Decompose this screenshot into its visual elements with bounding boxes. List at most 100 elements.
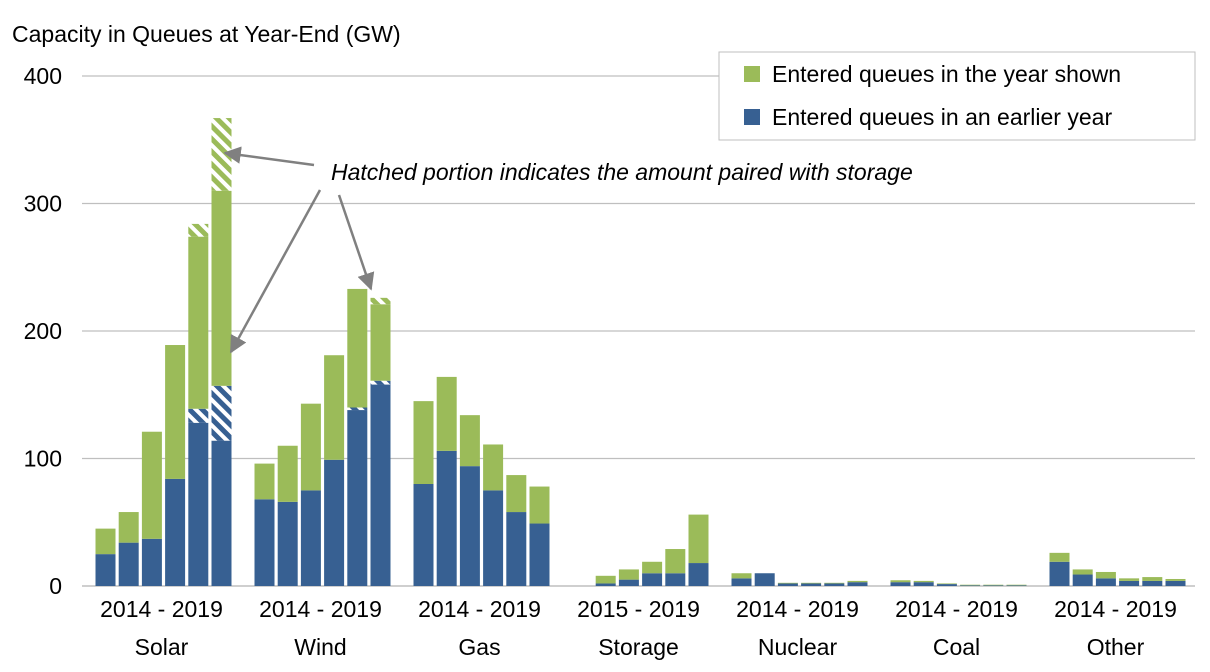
bar-segment-earlier — [300, 490, 321, 586]
bar-segment-earlier — [665, 573, 686, 586]
bar-nuclear-2014 — [731, 573, 752, 586]
bar-segment-shown — [595, 575, 616, 584]
bar-segment-shown — [936, 583, 957, 585]
bar-segment-earlier — [1095, 578, 1116, 586]
bar-segment-earlier — [370, 384, 391, 586]
x-range-label: 2014 - 2019 — [1054, 596, 1177, 622]
bar-segment-shown — [324, 355, 345, 460]
x-category-label: Other — [1087, 634, 1145, 660]
bar-gas-2017 — [483, 444, 504, 586]
bar-segment-earlier — [801, 583, 822, 586]
y-axis-ticks: 0 100 200 300 400 — [24, 63, 62, 599]
x-range-label: 2014 - 2019 — [259, 596, 382, 622]
x-range-label: 2015 - 2019 — [577, 596, 700, 622]
legend-label-year-shown: Entered queues in the year shown — [772, 61, 1121, 87]
bar-segment-earlier-storage — [188, 408, 209, 423]
legend-box — [718, 51, 1196, 141]
bar-segment-shown — [1165, 578, 1186, 581]
bar-gas-2019 — [529, 486, 550, 586]
bar-segment-shown — [1072, 569, 1093, 575]
bar-segment-shown — [370, 304, 391, 381]
bar-segment-shown — [165, 345, 186, 479]
annotation-arrow-solar-2019-top — [223, 146, 315, 167]
bar-gas-2015 — [436, 376, 457, 586]
bar-solar-2019 — [211, 118, 232, 586]
bar-segment-shown — [960, 584, 981, 586]
bar-segment-shown — [1049, 552, 1070, 562]
bar-other-2018 — [1142, 577, 1163, 586]
bar-segment-earlier — [960, 585, 981, 586]
bar-segment-earlier — [483, 490, 504, 586]
bar-coal-2015 — [913, 580, 934, 586]
bar-wind-2019 — [370, 297, 391, 586]
bar-segment-shown — [188, 236, 209, 409]
x-category-label: Wind — [294, 634, 346, 660]
x-category-label: Solar — [135, 634, 189, 660]
bar-segment-earlier — [642, 573, 663, 586]
bar-segment-shown — [118, 512, 139, 543]
bar-segment-earlier — [1006, 585, 1027, 586]
y-tick-label: 0 — [49, 573, 62, 599]
bar-segment-earlier — [436, 450, 457, 586]
bar-segment-earlier — [95, 554, 116, 586]
bar-segment-earlier — [777, 583, 798, 586]
bar-coal-2019 — [1006, 584, 1027, 586]
y-tick-label: 100 — [24, 446, 62, 472]
bar-segment-shown — [436, 376, 457, 451]
bar-storage-2018 — [665, 549, 686, 586]
bar-segment-shown — [1119, 578, 1140, 581]
bar-segment-shown — [777, 582, 798, 584]
bar-segment-earlier — [506, 512, 527, 586]
bar-solar-2014 — [95, 528, 116, 586]
bar-segment-shown — [211, 190, 232, 386]
x-category-label: Nuclear — [758, 634, 838, 660]
annotation-arrow-solar-2019-bottom — [229, 189, 322, 354]
bar-other-2015 — [1072, 569, 1093, 586]
bar-other-2016 — [1095, 571, 1116, 586]
bar-segment-earlier — [618, 579, 639, 586]
bar-other-2017 — [1119, 578, 1140, 586]
y-axis-title: Capacity in Queues at Year-End (GW) — [12, 21, 401, 47]
bar-other-2014 — [1049, 552, 1070, 586]
bar-other-2019 — [1165, 578, 1186, 586]
bar-segment-earlier — [754, 573, 775, 586]
bar-coal-2014 — [890, 580, 911, 586]
bar-segment-earlier — [1165, 580, 1186, 586]
bar-nuclear-2019 — [847, 580, 868, 586]
bar-segment-shown — [1142, 577, 1163, 581]
bar-nuclear-2017 — [801, 582, 822, 586]
bar-segment-earlier — [1119, 580, 1140, 586]
bar-segment-earlier-storage — [347, 407, 368, 411]
x-axis-labels: 2014 - 2019 Solar 2014 - 2019 Wind 2014 - 20… — [100, 596, 1177, 660]
x-range-label: 2014 - 2019 — [418, 596, 541, 622]
bar-segment-earlier — [847, 582, 868, 586]
bar-segment-shown — [141, 431, 162, 539]
bar-nuclear-2015 — [754, 573, 775, 586]
storage-annotation: Hatched portion indicates the amount pai… — [223, 146, 913, 354]
bar-segment-shown — [688, 514, 709, 564]
x-category-label: Gas — [458, 634, 500, 660]
bar-coal-2017 — [960, 584, 981, 586]
bar-segment-shown — [95, 528, 116, 555]
bar-segment-earlier — [188, 422, 209, 586]
bar-segment-earlier-storage — [211, 385, 232, 441]
legend: Entered queues in the year shown Entered… — [718, 51, 1196, 141]
bar-storage-2016 — [618, 569, 639, 586]
bar-segment-shown — [847, 580, 868, 583]
x-range-label: 2014 - 2019 — [895, 596, 1018, 622]
bar-wind-2015 — [277, 445, 298, 586]
bar-segment-earlier-storage — [370, 380, 391, 385]
bar-segment-earlier — [118, 542, 139, 586]
bar-segment-earlier — [254, 499, 275, 586]
bar-segment-shown — [300, 403, 321, 491]
bar-segment-earlier — [211, 440, 232, 586]
bar-segment-shown — [1095, 571, 1116, 579]
bar-segment-shown — [1006, 584, 1027, 586]
bar-segment-shown — [618, 569, 639, 580]
bar-segment-shown — [824, 582, 845, 584]
bar-segment-earlier — [824, 583, 845, 586]
bar-segment-earlier — [324, 459, 345, 586]
bar-series — [95, 118, 1186, 586]
annotation-arrow-wind-2019 — [337, 194, 375, 291]
bar-wind-2018 — [347, 288, 368, 586]
